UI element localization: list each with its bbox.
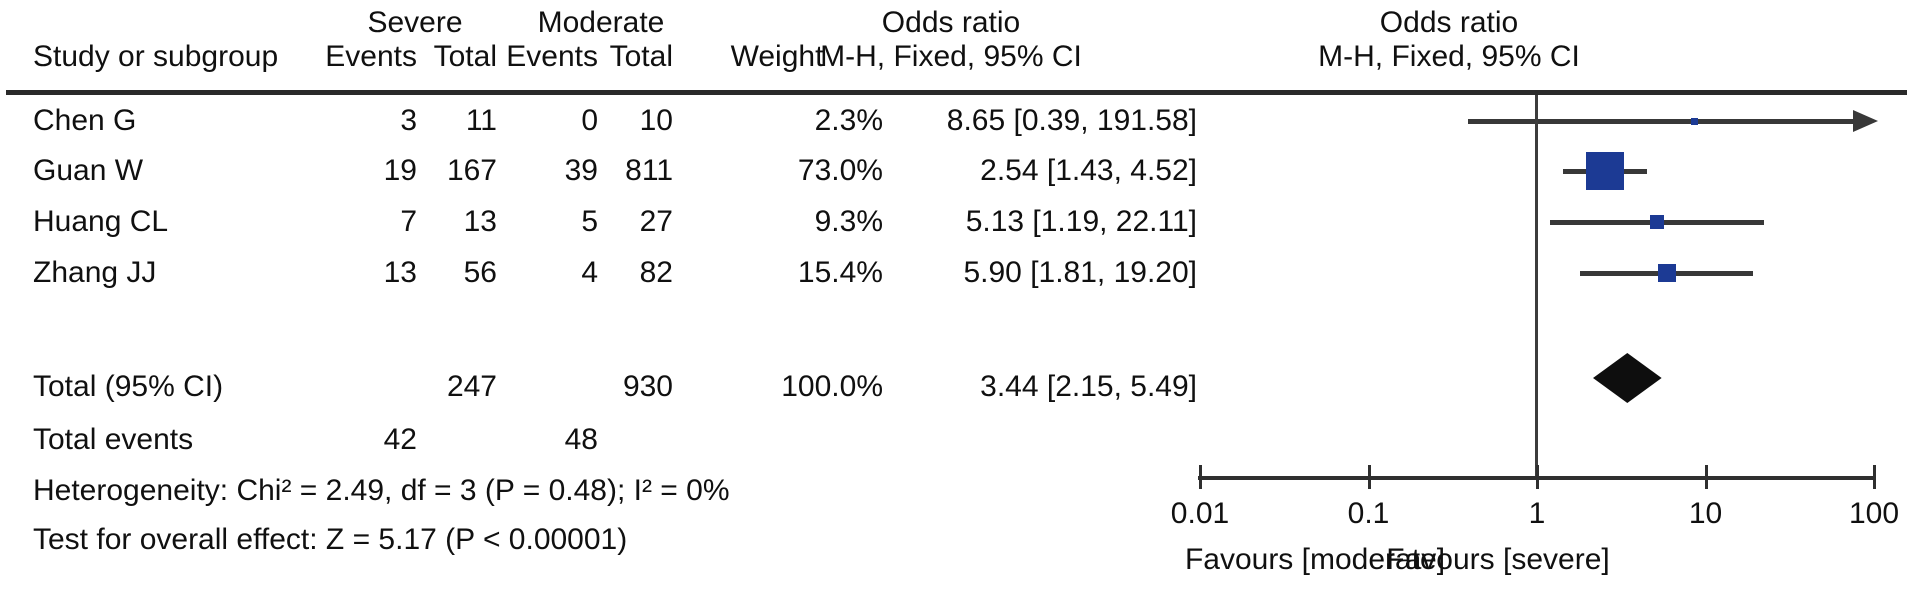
effect-square [1650,215,1664,229]
header-severe-total: Total [433,40,497,73]
header-mh-fixed-ci: M-H, Fixed, 95% CI [820,40,1082,73]
ci-line [1468,119,1855,124]
study-name: Huang CL [33,205,169,238]
severe-total-value: 167 [446,154,497,187]
moderate-total-value: 10 [639,104,673,137]
axis-tick [1367,465,1371,489]
total-row-label: Total (95% CI) [33,370,224,403]
header-group-moderate: Moderate [537,6,665,39]
moderate-events-value: 5 [581,205,598,238]
ci-arrow-right-icon [1853,110,1878,132]
weight-value: 15.4% [797,256,883,289]
or-ci-value: 5.13 [1.19, 22.11] [965,205,1197,238]
total-weight: 100.0% [781,370,883,403]
moderate-total-value: 82 [639,256,673,289]
or-ci-value: 8.65 [0.39, 191.58] [946,104,1197,137]
total-events-label: Total events [33,423,194,456]
moderate-events-value: 4 [581,256,598,289]
study-name: Chen G [33,104,137,137]
weight-value: 9.3% [814,205,883,238]
axis-tick [1873,465,1876,489]
severe-events-value: 3 [400,104,417,137]
or-ci-value: 2.54 [1.43, 4.52] [980,154,1197,187]
favours-left-label: Favours [moderate] [1184,543,1446,576]
effect-square [1658,264,1676,282]
summary-diamond [1593,353,1662,403]
severe-total-value: 13 [463,205,497,238]
header-plot-mh-fixed-ci: M-H, Fixed, 95% CI [1318,40,1580,73]
moderate-total-value: 811 [625,154,673,187]
study-name: Zhang JJ [33,256,157,289]
moderate-events-value: 0 [581,104,598,137]
moderate-total-value: 27 [639,205,673,238]
overall-effect-stats: Test for overall effect: Z = 5.17 (P < 0… [33,523,628,556]
header-study-col: Study or subgroup [33,40,279,73]
header-odds-ratio: Odds ratio [881,6,1021,39]
header-weight: Weight [730,40,824,73]
axis-tick-label: 10 [1688,497,1723,530]
header-moderate-events: Events [506,40,598,73]
header-plot-odds-ratio: Odds ratio [1379,6,1519,39]
header-severe-events: Events [325,40,417,73]
or-ci-value: 5.90 [1.81, 19.20] [963,256,1197,289]
total-moderate-total: 930 [622,370,673,403]
severe-total-value: 11 [465,104,497,137]
axis-tick-label: 0.01 [1170,497,1230,530]
total-severe-total: 247 [446,370,497,403]
total-events-severe: 42 [383,423,417,456]
header-rule [6,90,1907,95]
moderate-events-value: 39 [564,154,598,187]
axis-tick [1199,465,1202,489]
effect-square [1586,152,1624,190]
severe-events-value: 13 [383,256,417,289]
axis-tick [1704,465,1708,489]
severe-total-value: 56 [463,256,497,289]
null-effect-line [1535,95,1538,479]
weight-value: 2.3% [814,104,883,137]
severe-events-value: 19 [383,154,417,187]
heterogeneity-stats: Heterogeneity: Chi² = 2.49, df = 3 (P = … [33,474,730,507]
header-moderate-total: Total [609,40,673,73]
total-events-moderate: 48 [564,423,598,456]
study-name: Guan W [33,154,144,187]
effect-square [1691,118,1698,125]
axis-tick-label: 1 [1528,497,1546,530]
favours-right-label: Favours [severe] [1386,543,1610,576]
weight-value: 73.0% [797,154,883,187]
axis-tick-label: 100 [1848,497,1900,530]
severe-events-value: 7 [400,205,417,238]
total-or-ci: 3.44 [2.15, 5.49] [980,370,1197,403]
axis-tick-label: 0.1 [1347,497,1390,530]
axis-tick [1536,465,1539,489]
header-group-severe: Severe [367,6,463,39]
